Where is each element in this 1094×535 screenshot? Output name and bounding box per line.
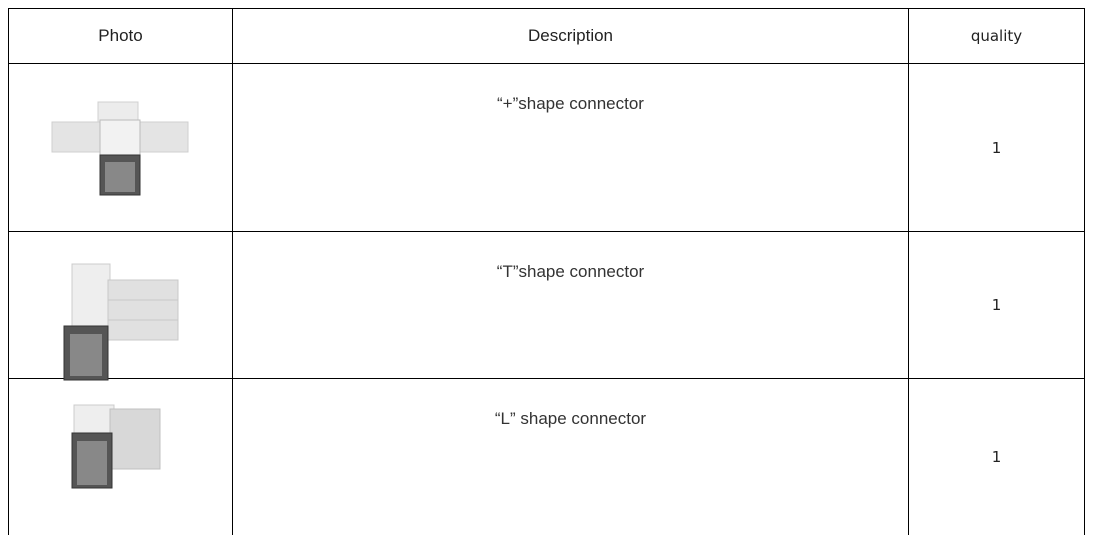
description: “+”shape connector [497, 94, 644, 113]
plus-connector-photo [51, 101, 189, 196]
border [8, 63, 1085, 64]
header-cell: quality [970, 27, 1023, 45]
header-cell: Photo [98, 26, 143, 45]
description: “L” shape connector [494, 409, 647, 428]
quantity: 1 [991, 448, 1002, 466]
quantity: 1 [991, 296, 1002, 314]
border [8, 378, 1085, 379]
quantity: 1 [991, 138, 1002, 157]
border [908, 8, 909, 535]
header-cell: Description [527, 26, 614, 45]
border [1084, 8, 1085, 535]
border [232, 8, 233, 535]
border [8, 231, 1085, 232]
description: “T”shape connector [496, 262, 645, 281]
border [8, 8, 9, 535]
t-connector-photo [63, 263, 179, 381]
border [8, 8, 1085, 9]
l-connector-photo [71, 404, 161, 489]
